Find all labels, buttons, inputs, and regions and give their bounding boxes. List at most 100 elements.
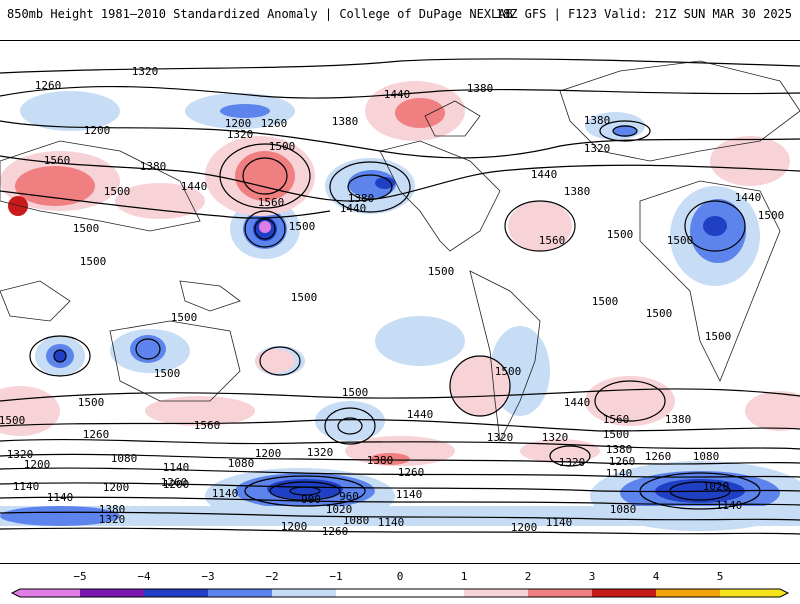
contour-label: 1500 [289,220,316,233]
contour-label: 1320 [132,65,159,78]
contour-label: 1020 [326,503,353,516]
colorbar-segment [336,589,464,597]
contour-label: 1500 [291,291,318,304]
coastline [0,140,201,232]
colorbar-segments [10,588,790,598]
anomaly-fill [370,453,410,465]
contour-line [639,472,761,510]
coastlines [0,60,800,443]
contour-label: 900 [301,493,321,506]
contour-label: 1080 [610,503,637,516]
anomaly-fill [315,401,385,441]
contour-line [259,346,301,376]
contour-label: 1500 [607,228,634,241]
coastline [379,140,501,252]
contour-label: 1200 [163,478,190,491]
anomaly-fill [0,506,120,526]
contour-label: 1500 [646,307,673,320]
anomaly-fill [145,396,255,426]
contour-line [0,467,800,478]
contour-label: 1320 [584,142,611,155]
anomaly-fill [115,183,205,219]
contour-label: 1080 [343,514,370,527]
contour-label: 1260 [261,117,288,130]
anomaly-fill [0,506,800,526]
contour-label: 1380 [348,192,375,205]
contour-label: 1320 [487,431,514,444]
colorbar-tick-label: −3 [201,570,215,583]
contour-label: 1560 [194,419,221,432]
colorbar-segment [592,589,656,597]
contour-label: 1260 [322,525,349,538]
colorbar-segment [80,589,144,597]
contour-line [0,85,800,99]
colorbar: −5 −4 −3 −2 −1 0 1 2 3 4 5 [0,570,800,600]
coastline [109,320,241,402]
contour-line [0,511,800,521]
map-title: 850mb Height 1981–2010 Standardized Anom… [7,7,513,21]
contour-line [0,438,800,450]
contour-line [254,218,276,240]
contour-label: 1140 [47,491,74,504]
contour-label: 1500 [0,414,25,427]
anomaly-fill [613,125,637,137]
colorbar-tick-label: 0 [396,570,404,583]
contour-label: 1380 [140,160,167,173]
contour-line [0,482,800,493]
contour-label: 1440 [407,408,434,421]
anomaly-fill [220,104,270,118]
contour-label: 1380 [367,454,394,467]
contour-label: 1320 [227,128,254,141]
contour-label: 1380 [99,503,126,516]
contour-line [324,407,376,445]
contour-label: 1080 [693,450,720,463]
contour-line [329,161,411,213]
contour-label: 1140 [396,488,423,501]
contour-line [0,58,800,74]
colorbar-tick-label: 2 [524,570,532,583]
coastline [559,60,800,162]
contour-line [0,496,800,506]
contour-label: 1500 [603,428,630,441]
contour-label: 1260 [161,476,188,489]
colorbar-outline [10,588,790,598]
valid-time-label: 18Z GFS | F123 Valid: 21Z SUN MAR 30 202… [495,7,792,21]
contour-label: 1140 [378,516,405,529]
contour-line [244,475,366,507]
contour-label: 1260 [83,428,110,441]
colorbar-segment [528,589,592,597]
contour-line [219,143,311,209]
anomaly-fill [8,196,28,216]
contour-line [684,200,746,252]
contour-label: 1440 [384,88,411,101]
header: 850mb Height 1981–2010 Standardized Anom… [0,0,800,34]
contour-label: 1080 [228,457,255,470]
contour-label: 1320 [307,446,334,459]
contour-line [244,210,286,248]
contour-line [337,417,363,435]
map-panel: 1320 1260 1200 1200 1320 1260 1380 1440 … [0,40,800,564]
anomaly-fill [348,170,396,198]
coastline [0,280,71,322]
colorbar-segment [656,589,720,597]
contour-line [594,380,666,422]
anomaly-fill [54,350,66,362]
contour-line [0,388,800,402]
colorbar-segment [720,589,780,597]
contour-label: 1140 [212,487,239,500]
contour-label: 1320 [559,456,586,469]
map-svg: 1320 1260 1200 1200 1320 1260 1380 1440 … [0,58,800,538]
contour-line [0,527,800,535]
anomaly-fill [15,166,95,206]
contour-label: 1140 [13,480,40,493]
contour-label: 1500 [78,396,105,409]
contour-line [347,174,393,200]
colorbar-tick-label: 3 [588,570,596,583]
contour-label: 1320 [99,513,126,526]
coastline [179,280,241,312]
contour-label: 1500 [428,265,455,278]
contour-label: 1500 [104,185,131,198]
contour-label: 1440 [531,168,558,181]
colorbar-segment [780,589,788,597]
contour-label: 1500 [758,209,785,222]
